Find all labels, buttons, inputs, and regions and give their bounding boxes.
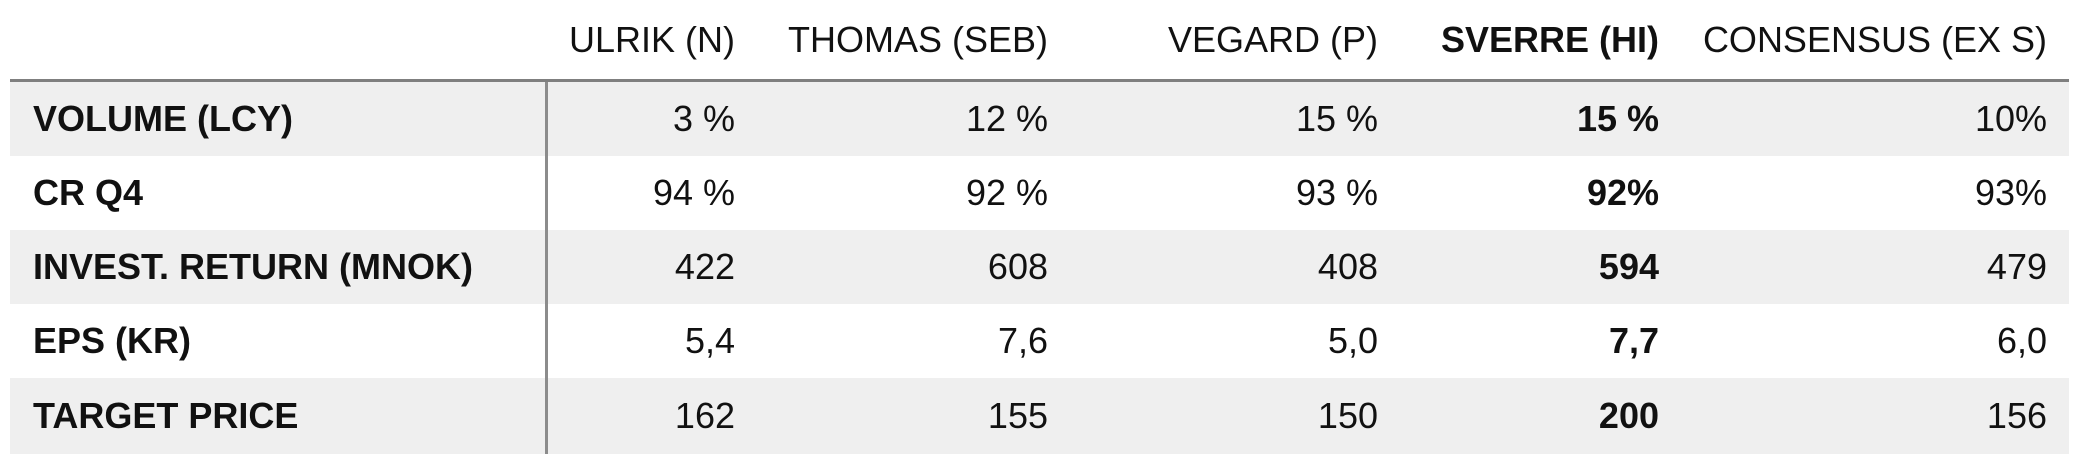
table-row-invest-return: INVEST. RETURN (MNOK) 422 608 408 594 47…	[10, 230, 2069, 304]
table-row-target-price: TARGET PRICE 162 155 150 200 156	[10, 378, 2069, 454]
estimates-table-container: ULRIK (N) THOMAS (SEB) VEGARD (P) SVERRE…	[10, 0, 2069, 454]
header-row: ULRIK (N) THOMAS (SEB) VEGARD (P) SVERRE…	[10, 0, 2069, 82]
row-label: EPS (KR)	[10, 304, 548, 378]
estimates-table: ULRIK (N) THOMAS (SEB) VEGARD (P) SVERRE…	[10, 0, 2069, 454]
column-header-consensus: CONSENSUS (EX S)	[1681, 0, 2069, 82]
table-row-cr-q4: CR Q4 94 % 92 % 93 % 92% 93%	[10, 156, 2069, 230]
table-cell: 6,0	[1681, 304, 2069, 378]
row-label: CR Q4	[10, 156, 548, 230]
table-cell: 3 %	[546, 80, 757, 156]
table-cell: 155	[757, 378, 1070, 454]
column-header-vegard: VEGARD (P)	[1070, 0, 1400, 82]
table-cell: 150	[1070, 378, 1400, 454]
table-cell-highlight: 200	[1400, 378, 1681, 454]
table-cell: 479	[1681, 230, 2069, 304]
table-cell-highlight: 594	[1400, 230, 1681, 304]
table-cell: 10%	[1681, 80, 2069, 156]
table-cell: 422	[546, 230, 757, 304]
table-cell-highlight: 15 %	[1400, 80, 1681, 156]
row-label: VOLUME (LCY)	[10, 80, 548, 156]
table-cell: 94 %	[546, 156, 757, 230]
column-header-sverre: SVERRE (HI)	[1400, 0, 1681, 82]
column-header-ulrik: ULRIK (N)	[546, 0, 757, 82]
table-cell: 156	[1681, 378, 2069, 454]
table-cell: 15 %	[1070, 80, 1400, 156]
table-cell: 93 %	[1070, 156, 1400, 230]
table-cell-highlight: 92%	[1400, 156, 1681, 230]
row-label: TARGET PRICE	[10, 378, 548, 454]
row-label: INVEST. RETURN (MNOK)	[10, 230, 548, 304]
column-header-thomas: THOMAS (SEB)	[757, 0, 1070, 82]
table-cell: 92 %	[757, 156, 1070, 230]
table-cell: 408	[1070, 230, 1400, 304]
table-row-eps: EPS (KR) 5,4 7,6 5,0 7,7 6,0	[10, 304, 2069, 378]
table-cell: 93%	[1681, 156, 2069, 230]
table-cell: 5,4	[546, 304, 757, 378]
table-cell: 5,0	[1070, 304, 1400, 378]
table-cell: 12 %	[757, 80, 1070, 156]
table-cell: 7,6	[757, 304, 1070, 378]
table-row-volume: VOLUME (LCY) 3 % 12 % 15 % 15 % 10%	[10, 80, 2069, 156]
table-cell: 608	[757, 230, 1070, 304]
table-cell-highlight: 7,7	[1400, 304, 1681, 378]
header-corner-cell	[10, 0, 546, 82]
table-cell: 162	[546, 378, 757, 454]
